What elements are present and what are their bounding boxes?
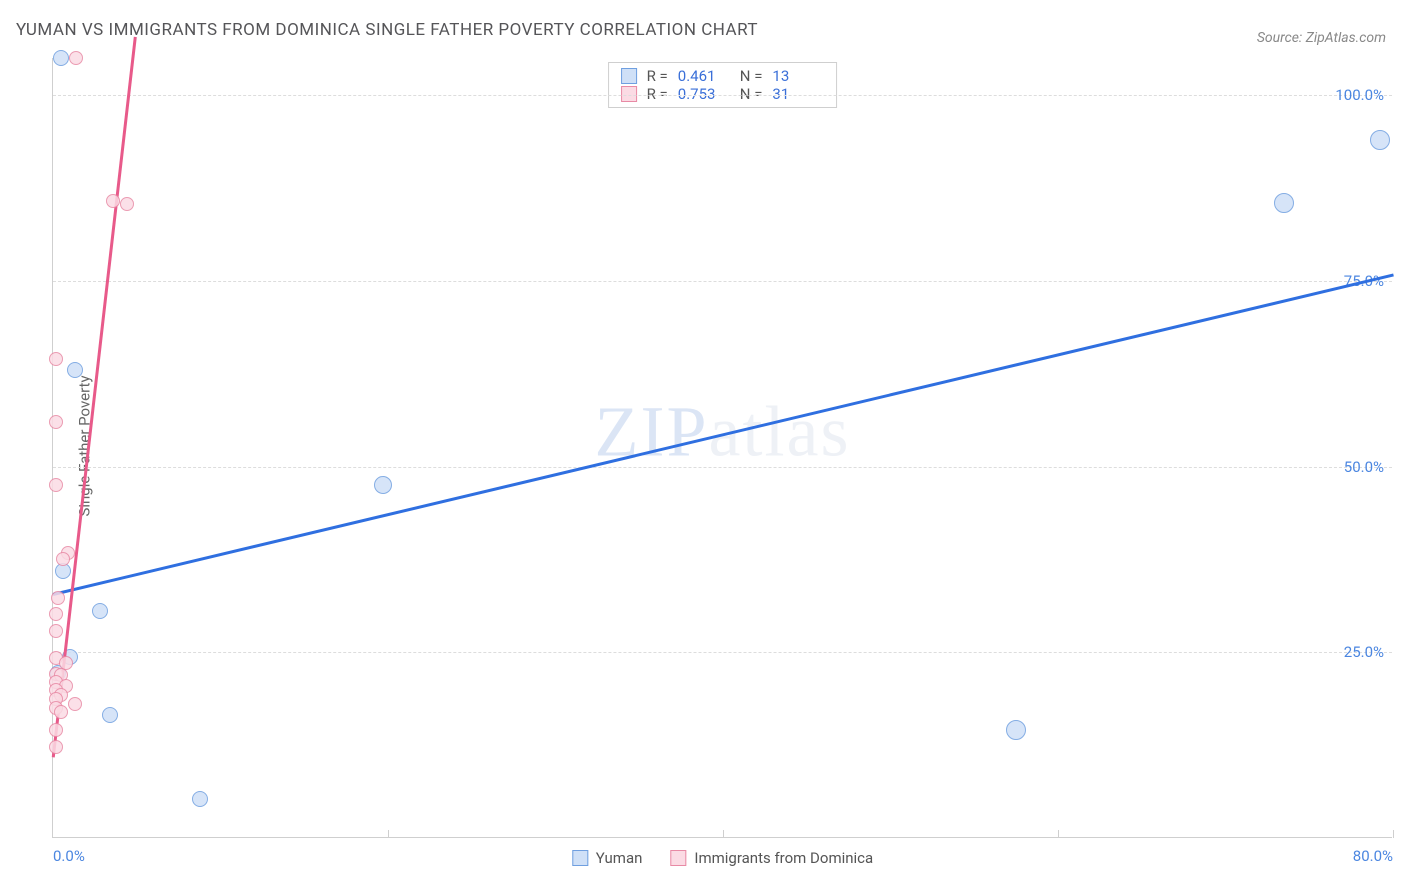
correlation-stats-box: R = 0.461 N = 13 R = 0.753 N = 31 <box>608 62 838 108</box>
n-label: N = <box>740 85 763 103</box>
series-legend: Yuman Immigrants from Dominica <box>572 849 873 867</box>
n-value: 13 <box>772 67 824 85</box>
swatch-dominica <box>621 86 637 102</box>
data-point-dominica <box>56 552 70 566</box>
legend-item-dominica: Immigrants from Dominica <box>670 849 873 867</box>
n-value: 31 <box>772 85 824 103</box>
chart-title: YUMAN VS IMMIGRANTS FROM DOMINICA SINGLE… <box>16 20 758 40</box>
data-point-yuman <box>67 362 83 378</box>
grid-line <box>53 281 1392 282</box>
data-point-yuman <box>1274 193 1294 213</box>
swatch-yuman <box>621 68 637 84</box>
data-point-dominica <box>69 51 83 65</box>
data-point-yuman <box>102 707 118 723</box>
data-point-dominica <box>49 478 63 492</box>
data-point-dominica <box>120 197 134 211</box>
data-point-yuman <box>1370 130 1390 150</box>
legend-swatch-dominica <box>670 850 686 866</box>
data-point-dominica <box>68 697 82 711</box>
legend-label-yuman: Yuman <box>596 849 643 867</box>
x-tick-label: 0.0% <box>53 847 85 865</box>
legend-label-dominica: Immigrants from Dominica <box>694 849 873 867</box>
y-tick-label: 100.0% <box>1335 86 1384 104</box>
grid-line <box>53 467 1392 468</box>
x-tick-mark <box>388 830 389 838</box>
data-point-dominica <box>49 352 63 366</box>
data-point-yuman <box>92 603 108 619</box>
r-value: 0.753 <box>678 85 730 103</box>
legend-swatch-yuman <box>572 850 588 866</box>
y-tick-label: 50.0% <box>1344 458 1384 476</box>
data-point-dominica <box>49 723 63 737</box>
data-point-dominica <box>49 607 63 621</box>
n-label: N = <box>740 67 763 85</box>
data-point-yuman <box>53 50 69 66</box>
data-point-dominica <box>49 740 63 754</box>
x-tick-mark <box>723 830 724 838</box>
legend-item-yuman: Yuman <box>572 849 643 867</box>
trend-line-yuman <box>53 273 1394 595</box>
trend-line-dominica <box>52 37 137 758</box>
x-tick-mark <box>1058 830 1059 838</box>
data-point-dominica <box>49 624 63 638</box>
grid-line <box>53 652 1392 653</box>
stats-row-dominica: R = 0.753 N = 31 <box>621 85 825 103</box>
scatter-plot: ZIPatlas R =0.461N =13R =0.753N =31 Yuma… <box>52 58 1392 838</box>
stats-row-yuman: R = 0.461 N = 13 <box>621 67 825 85</box>
data-point-dominica <box>49 415 63 429</box>
r-value: 0.461 <box>678 67 730 85</box>
data-point-dominica <box>106 194 120 208</box>
data-point-yuman <box>192 791 208 807</box>
watermark: ZIPatlas <box>595 390 851 473</box>
r-label: R = <box>647 85 668 103</box>
x-tick-mark <box>1393 830 1394 838</box>
grid-line <box>53 95 1392 96</box>
data-point-dominica <box>51 591 65 605</box>
x-tick-label: 80.0% <box>1353 847 1393 865</box>
data-point-yuman <box>1006 720 1026 740</box>
source-attribution: Source: ZipAtlas.com <box>1257 30 1386 46</box>
source-value: ZipAtlas.com <box>1306 30 1386 46</box>
data-point-dominica <box>54 705 68 719</box>
source-label: Source: <box>1257 30 1302 46</box>
data-point-yuman <box>374 476 392 494</box>
y-tick-label: 25.0% <box>1344 643 1384 661</box>
r-label: R = <box>647 67 668 85</box>
